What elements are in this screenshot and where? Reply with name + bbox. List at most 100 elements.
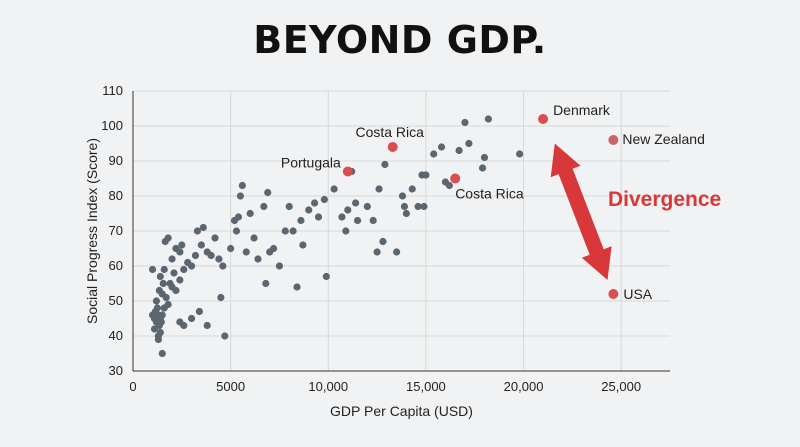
data-point (437, 143, 446, 151)
data-point (400, 202, 409, 211)
data-point (170, 269, 178, 277)
data-point (262, 279, 270, 288)
data-point (305, 206, 313, 214)
x-tick-label: 0 (129, 379, 136, 394)
data-point (180, 265, 188, 274)
data-point (197, 241, 205, 249)
x-tick-label: 25,000 (601, 379, 641, 394)
data-point (176, 276, 184, 284)
data-point (246, 209, 254, 218)
point-label: Portugala (281, 155, 341, 171)
data-point (363, 202, 371, 211)
data-point (293, 283, 301, 291)
highlighted-point (608, 289, 619, 299)
data-point (264, 188, 272, 197)
data-point (393, 248, 401, 256)
data-point (154, 335, 162, 344)
data-point (148, 265, 157, 274)
data-point (172, 286, 180, 295)
data-point (344, 206, 352, 214)
chart-title: BEYOND GDP. (253, 18, 547, 62)
data-point (430, 150, 438, 158)
x-tick-label: 20,000 (504, 379, 544, 394)
data-point (160, 265, 168, 274)
data-point (299, 241, 307, 249)
point-label: Denmark (553, 102, 611, 118)
divergence-arrow (550, 143, 612, 280)
data-point (320, 195, 328, 204)
data-point (219, 262, 227, 270)
data-point (285, 202, 293, 211)
data-point (289, 227, 297, 235)
data-point (156, 272, 164, 281)
y-axis-label: Social Progress Index (Score) (84, 138, 100, 324)
y-tick-label: 60 (109, 258, 123, 273)
y-tick-label: 40 (109, 328, 123, 343)
data-point (155, 286, 163, 295)
data-point (250, 234, 258, 242)
data-point (330, 185, 338, 193)
x-tick-label: 10,000 (308, 379, 348, 394)
data-point (414, 202, 422, 211)
data-point (191, 251, 200, 260)
highlighted-point (450, 173, 461, 184)
data-point (408, 185, 416, 193)
data-point (159, 279, 167, 288)
data-point (157, 318, 165, 326)
y-ticks: 30 40 50 60 70 80 90 100 110 (101, 83, 123, 378)
data-point (402, 209, 410, 218)
data-point (352, 199, 360, 207)
data-point (238, 181, 246, 190)
data-point (338, 213, 346, 221)
data-point (234, 213, 243, 221)
data-point (478, 164, 487, 172)
y-tick-label: 90 (109, 153, 123, 168)
point-label: New Zealand (622, 131, 705, 147)
data-point (217, 293, 225, 302)
highlighted-point (342, 166, 353, 177)
data-point (178, 241, 186, 249)
data-point (203, 321, 211, 330)
data-point (322, 272, 330, 281)
data-point (236, 192, 244, 200)
data-point (422, 171, 430, 179)
data-point (260, 202, 268, 211)
data-point (484, 115, 492, 123)
data-point (465, 139, 473, 148)
data-point (164, 300, 172, 309)
data-point (297, 216, 305, 225)
highlighted-point (387, 142, 398, 152)
data-point (187, 314, 196, 323)
data-point (373, 248, 381, 256)
data-point (211, 234, 219, 242)
data-point (232, 227, 241, 235)
data-point (275, 262, 284, 270)
x-axis-label: GDP Per Capita (USD) (330, 403, 473, 419)
data-point (375, 185, 383, 193)
data-point (187, 262, 196, 270)
data-point (311, 199, 319, 207)
axes (132, 91, 670, 372)
double-arrow (550, 143, 612, 280)
data-point (398, 192, 407, 200)
data-point (180, 321, 188, 330)
y-tick-label: 30 (109, 363, 123, 378)
data-point (369, 216, 377, 225)
data-point (381, 160, 389, 169)
data-point (281, 227, 289, 235)
data-points (148, 115, 524, 358)
point-label: Costa Rica (455, 186, 524, 202)
data-point (455, 146, 463, 155)
data-point (480, 153, 489, 162)
highlighted-point (538, 114, 549, 124)
data-point (379, 237, 387, 246)
data-point (162, 293, 170, 302)
data-point (461, 118, 469, 127)
y-tick-label: 70 (109, 223, 123, 238)
data-point (152, 297, 161, 305)
data-point (215, 255, 223, 263)
data-point (254, 255, 262, 263)
data-point (153, 304, 162, 312)
data-point (445, 181, 453, 190)
